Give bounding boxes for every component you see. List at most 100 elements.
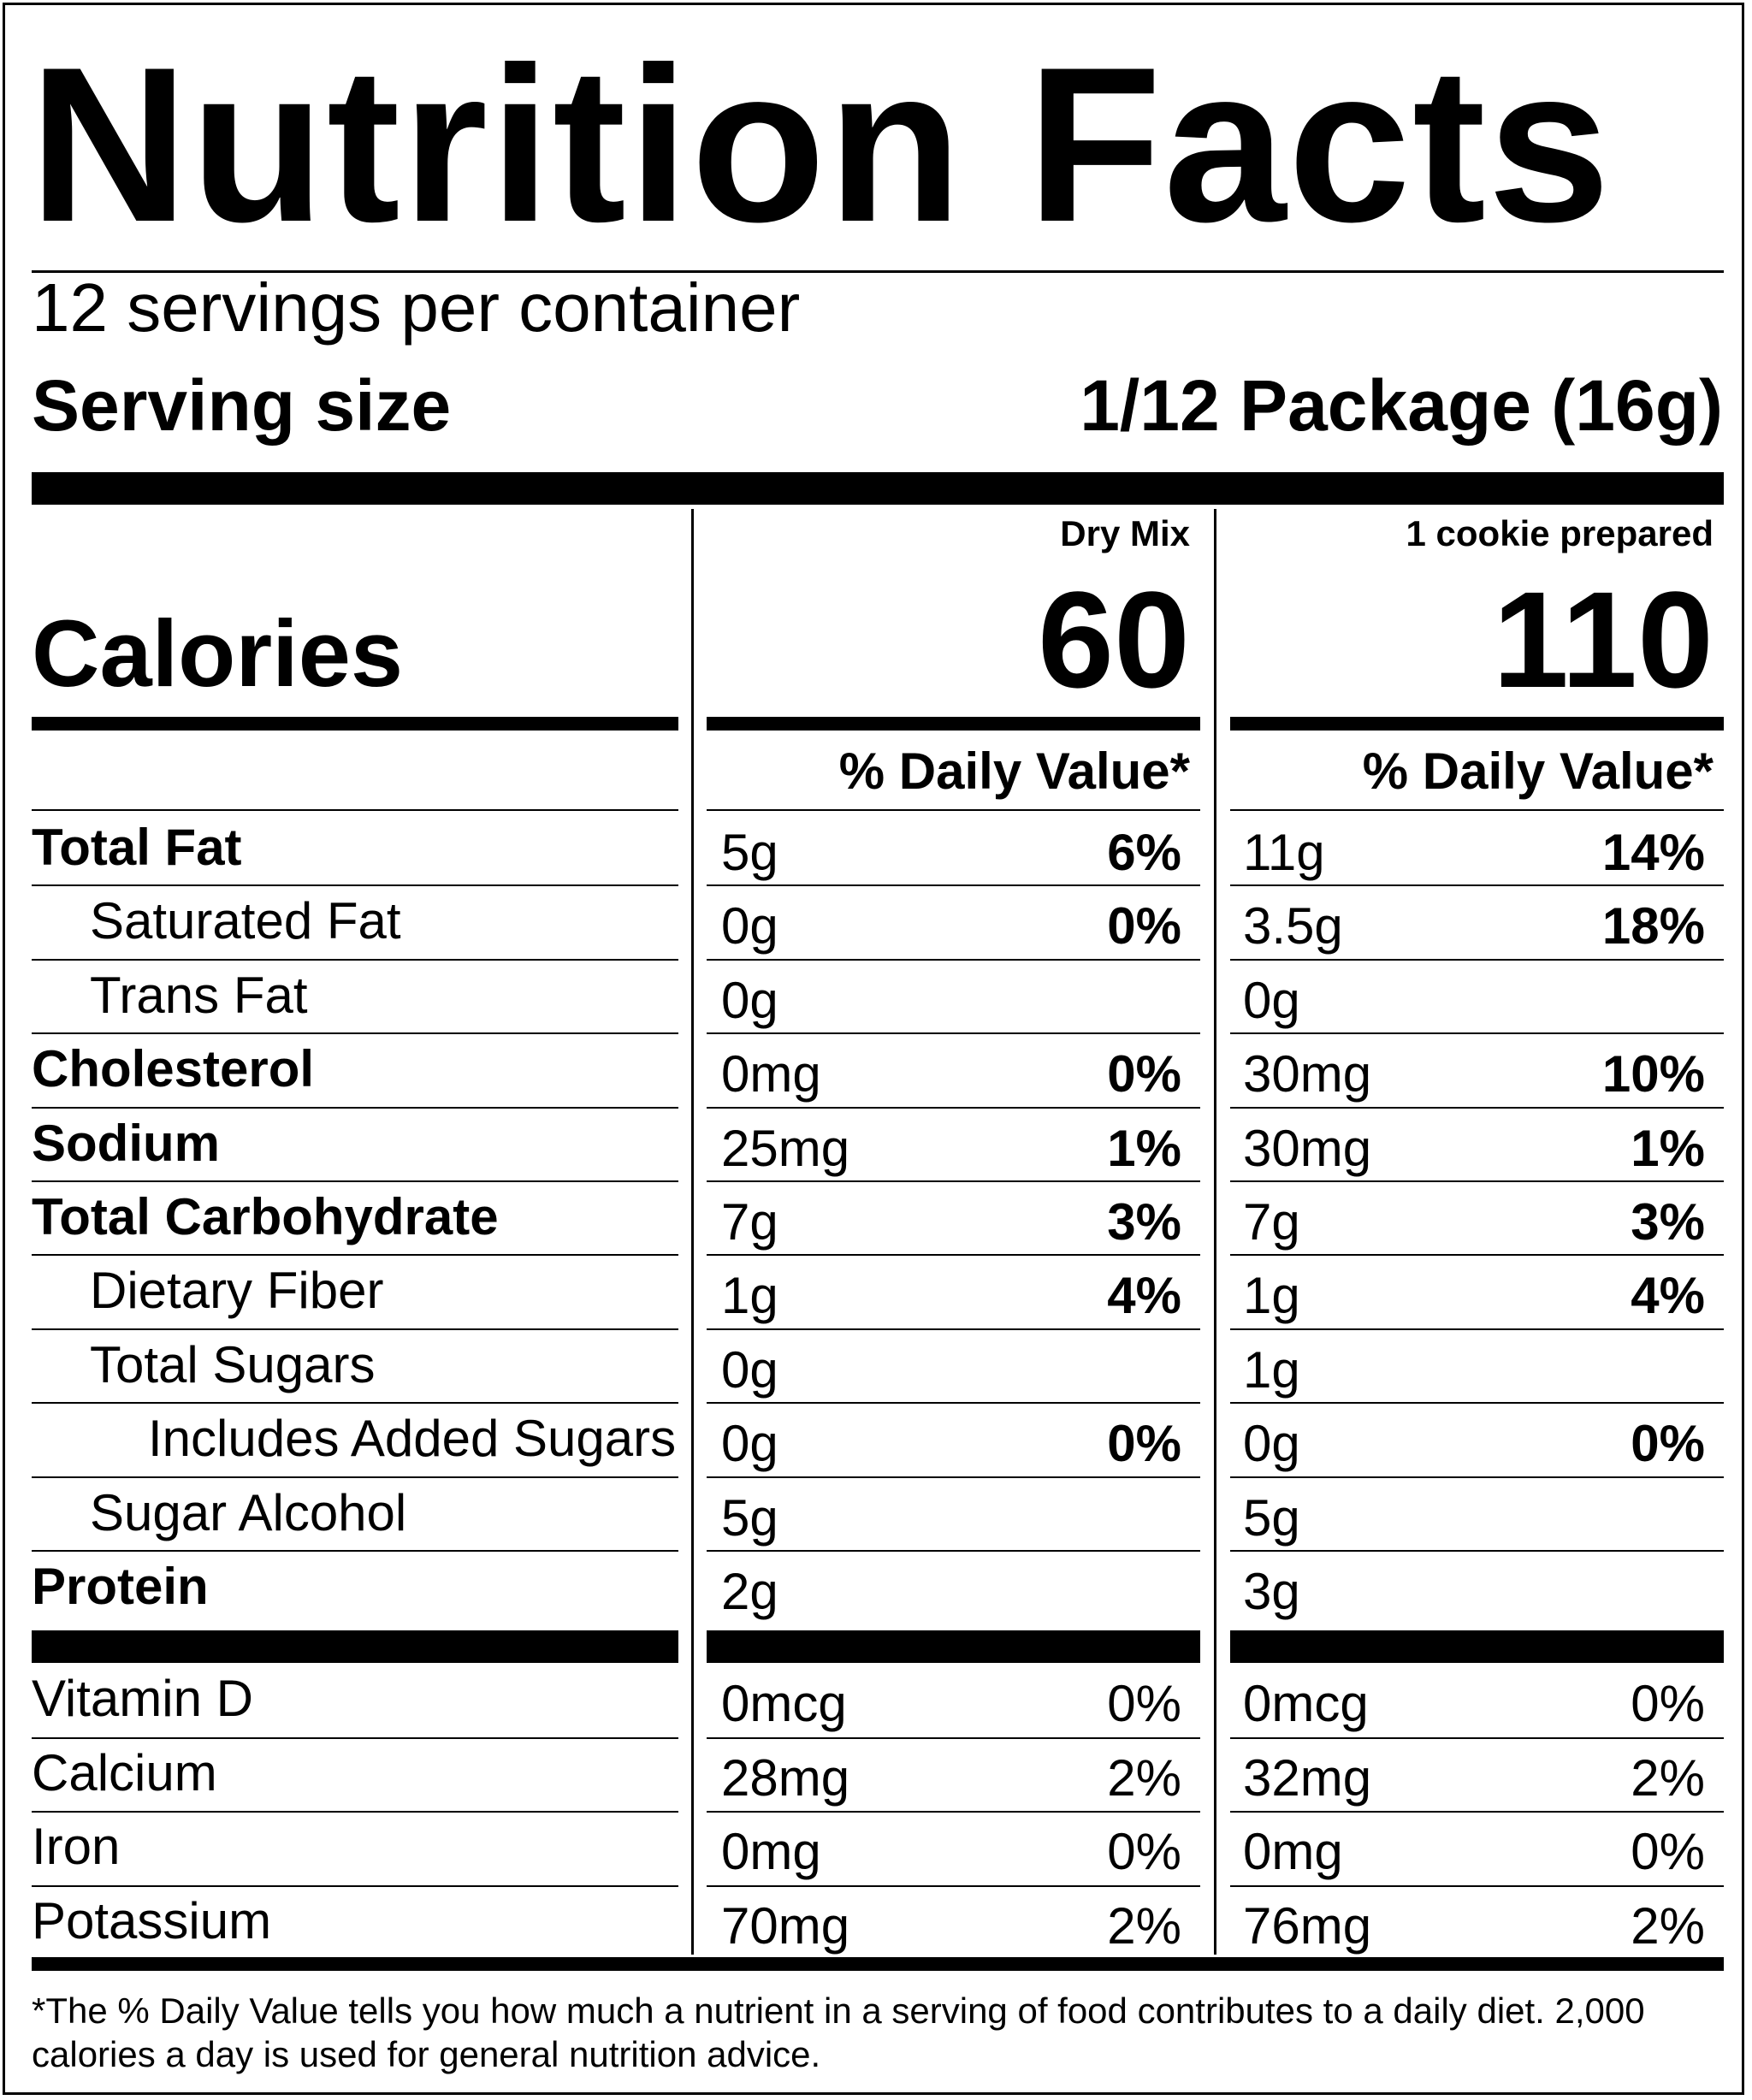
nutrient-label: Dietary Fiber xyxy=(90,1262,384,1320)
serving-size-label: Serving size xyxy=(32,365,452,446)
serving-size-value: 1/12 Package (16g) xyxy=(1080,365,1723,446)
row-divider xyxy=(1230,1736,1724,1739)
vitamin-daily-value: 0% xyxy=(1631,1675,1705,1732)
vitamin-amount: 76mg xyxy=(1243,1896,1372,1955)
thick-rule-bottom xyxy=(32,1957,1724,1971)
column-header: Dry Mix xyxy=(1060,513,1190,553)
nutrient-label: Trans Fat xyxy=(90,966,308,1024)
nutrient-amount: 0g xyxy=(721,897,778,955)
row-divider xyxy=(707,1328,1200,1330)
row-divider xyxy=(1230,1032,1724,1035)
row-divider xyxy=(707,809,1200,811)
row-divider xyxy=(32,1106,678,1109)
vitamin-label: Vitamin D xyxy=(32,1670,253,1727)
row-divider xyxy=(32,1736,678,1739)
row-divider xyxy=(1230,1180,1724,1182)
servings-per-container: 12 servings per container xyxy=(32,269,801,346)
vitamin-amount: 0mg xyxy=(1243,1823,1343,1880)
nutrient-amount: 5g xyxy=(1243,1488,1300,1547)
nutrient-amount: 0g xyxy=(721,1340,778,1399)
nutrient-amount: 0g xyxy=(721,1415,778,1473)
vitamin-amount: 0mcg xyxy=(721,1675,847,1732)
vitamin-daily-value: 2% xyxy=(1631,1748,1705,1807)
vitamin-amount: 32mg xyxy=(1243,1748,1372,1807)
nutrient-daily-value: 14% xyxy=(1601,824,1705,881)
row-divider xyxy=(707,1106,1200,1109)
row-divider xyxy=(1230,1328,1724,1330)
vitamin-label: Iron xyxy=(32,1818,121,1875)
row-divider xyxy=(1230,1550,1724,1552)
calories-rule xyxy=(1230,717,1724,731)
row-divider xyxy=(707,1254,1200,1257)
nutrient-amount: 1g xyxy=(721,1267,778,1325)
nutrient-daily-value: 4% xyxy=(1631,1267,1705,1325)
nutrient-label: Includes Added Sugars xyxy=(148,1410,677,1468)
thick-rule-top xyxy=(32,472,1724,505)
row-divider xyxy=(32,1328,678,1330)
nutrient-amount: 0g xyxy=(1243,971,1300,1029)
row-divider xyxy=(707,1884,1200,1887)
row-divider xyxy=(1230,809,1724,811)
row-divider xyxy=(32,1032,678,1035)
vitamin-label: Calcium xyxy=(32,1743,217,1801)
column-divider-right xyxy=(1214,509,1216,1955)
row-divider xyxy=(32,1811,678,1813)
nutrient-daily-value: 6% xyxy=(1107,824,1181,881)
nutrient-amount: 7g xyxy=(1243,1193,1300,1251)
nutrient-label: Total Sugars xyxy=(90,1335,376,1393)
nutrient-daily-value: 0% xyxy=(1631,1415,1705,1473)
row-divider xyxy=(707,1476,1200,1478)
footnote: *The % Daily Value tells you how much a … xyxy=(32,1991,1645,2075)
row-divider xyxy=(707,884,1200,887)
vitamin-daily-value: 0% xyxy=(1631,1823,1705,1880)
nutrient-amount: 0g xyxy=(1243,1415,1300,1473)
vitamin-rule xyxy=(707,1630,1200,1663)
vitamin-rule xyxy=(32,1630,678,1663)
row-divider xyxy=(32,1402,678,1405)
row-divider xyxy=(1230,958,1724,961)
nutrient-label: Total Carbohydrate xyxy=(32,1188,499,1245)
nutrient-daily-value: 4% xyxy=(1107,1267,1181,1325)
row-divider xyxy=(32,1476,678,1478)
vitamin-daily-value: 2% xyxy=(1631,1896,1705,1955)
nutrient-label: Cholesterol xyxy=(32,1040,315,1098)
nutrient-daily-value: 18% xyxy=(1601,897,1705,955)
title-rule xyxy=(32,270,1724,273)
vitamin-amount: 70mg xyxy=(721,1896,850,1955)
row-divider xyxy=(32,809,678,811)
nutrient-daily-value: 1% xyxy=(1631,1119,1705,1177)
nutrient-label: Saturated Fat xyxy=(90,892,401,950)
row-divider xyxy=(1230,1884,1724,1887)
row-divider xyxy=(707,1811,1200,1813)
nutrient-amount: 0g xyxy=(721,971,778,1029)
nutrient-amount: 5g xyxy=(721,1488,778,1547)
row-divider xyxy=(32,1550,678,1552)
vitamin-daily-value: 0% xyxy=(1107,1823,1181,1880)
nutrient-amount: 3.5g xyxy=(1243,897,1343,955)
vitamin-daily-value: 2% xyxy=(1107,1896,1181,1955)
nutrient-daily-value: 3% xyxy=(1107,1193,1181,1251)
vitamin-label: Potassium xyxy=(32,1891,272,1949)
nutrient-amount: 30mg xyxy=(1243,1045,1372,1103)
nutrient-label: Sodium xyxy=(32,1114,220,1172)
column-header: 1 cookie prepared xyxy=(1406,513,1714,553)
row-divider xyxy=(1230,1811,1724,1813)
row-divider xyxy=(32,1884,678,1887)
vitamin-amount: 0mcg xyxy=(1243,1675,1369,1732)
row-divider xyxy=(1230,1106,1724,1109)
nutrient-amount: 5g xyxy=(721,824,778,881)
nutrient-daily-value: 1% xyxy=(1107,1119,1181,1177)
daily-value-header: % Daily Value* xyxy=(838,742,1190,800)
row-divider xyxy=(707,1180,1200,1182)
calories-label: Calories xyxy=(32,601,404,707)
label-title: Nutrition Facts xyxy=(29,21,1613,268)
vitamin-rule xyxy=(1230,1630,1724,1663)
daily-value-header: % Daily Value* xyxy=(1362,742,1714,800)
row-divider xyxy=(707,958,1200,961)
nutrient-amount: 1g xyxy=(1243,1267,1300,1325)
nutrient-daily-value: 0% xyxy=(1107,897,1181,955)
nutrient-amount: 2g xyxy=(721,1563,778,1620)
vitamin-amount: 0mg xyxy=(721,1823,821,1880)
row-divider xyxy=(1230,1402,1724,1405)
vitamin-amount: 28mg xyxy=(721,1748,850,1807)
